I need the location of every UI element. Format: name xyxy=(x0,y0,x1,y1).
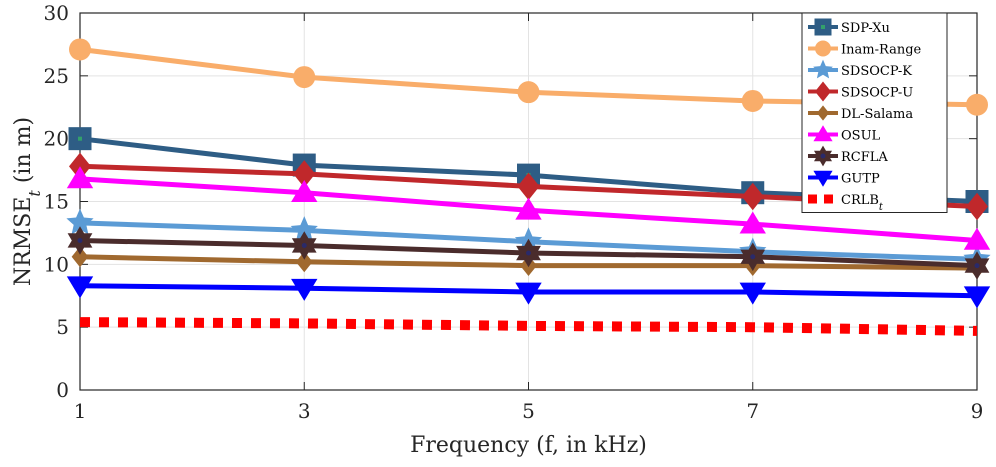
legend-marker-sdsocp-k xyxy=(813,59,833,79)
data-point-gutp xyxy=(66,276,94,299)
tick-labels: 1 3 5 7 9 0 5 10 15 20 25 30 xyxy=(44,1,984,423)
y-tick-label: 25 xyxy=(44,64,69,88)
legend-label-dl-salama: DL-Salama xyxy=(841,107,913,122)
series-osul xyxy=(66,166,991,250)
legend-marker-dl-salama xyxy=(816,105,830,121)
legend-label-sdsocp-k: SDSOCP-K xyxy=(841,64,912,79)
legend-item-crlb-t: CRLBt xyxy=(808,193,884,213)
data-point-dl-salama xyxy=(71,246,89,268)
data-point-sdsocp-k xyxy=(66,208,94,235)
data-point-rcfla-center xyxy=(301,242,307,248)
series-line-crlb-t xyxy=(79,317,978,336)
data-point-gutp xyxy=(515,282,542,305)
legend-marker-rcfla-center xyxy=(820,153,826,159)
data-point-gutp xyxy=(291,278,318,301)
data-point-osul xyxy=(739,211,766,234)
data-point-osul xyxy=(515,197,542,220)
series-layer xyxy=(66,38,991,336)
legend-label-gutp: GUTP xyxy=(841,172,880,187)
legend-item-inam-range: Inam-Range xyxy=(808,40,922,58)
data-point-rcfla-center xyxy=(526,250,531,256)
legend-label-sdp-xu: SDP-Xu xyxy=(841,21,890,36)
y-tick-label: 30 xyxy=(44,1,69,25)
legend: SDP-Xu Inam-Range SDSOCP-K SDSOCP-U DL-Salam… xyxy=(801,12,948,213)
legend-marker-gutp xyxy=(813,170,833,187)
x-tick-label: 1 xyxy=(74,399,87,423)
x-tick-label: 7 xyxy=(746,399,759,423)
legend-item-osul: OSUL xyxy=(808,125,881,144)
y-tick-label: 0 xyxy=(56,378,69,402)
axis-labels: Frequency (f, in kHz) NRMSEt (in m) xyxy=(11,117,647,458)
y-tick-label: 10 xyxy=(44,252,69,276)
data-point-sdsocp-u xyxy=(741,182,764,211)
legend-item-sdsocp-u: SDSOCP-U xyxy=(808,81,913,102)
y-axis-label: NRMSEt (in m) xyxy=(11,117,44,286)
x-axis-label: Frequency (f, in kHz) xyxy=(410,433,647,458)
data-point-sdp-xu-center xyxy=(78,136,82,141)
legend-marker-sdp-xu-center xyxy=(821,25,825,29)
legend-item-gutp: GUTP xyxy=(808,170,880,187)
legend-label-sdsocp-u: SDSOCP-U xyxy=(841,86,913,101)
data-point-osul xyxy=(66,166,94,189)
legend-label-rcfla: RCFLA xyxy=(841,150,888,165)
data-point-sdsocp-u xyxy=(293,160,316,188)
legend-label-osul: OSUL xyxy=(841,129,881,144)
data-point-sdsocp-u xyxy=(517,172,540,201)
data-point-osul xyxy=(963,227,991,250)
series-crlb-t xyxy=(79,317,978,336)
data-point-gutp xyxy=(963,286,991,309)
data-point-rcfla-center xyxy=(750,254,756,260)
data-point-inam-range xyxy=(69,38,91,61)
x-tick-label: 9 xyxy=(971,399,984,423)
legend-marker-osul xyxy=(813,125,833,142)
data-point-sdsocp-u xyxy=(966,192,988,221)
legend-marker-sdsocp-u xyxy=(815,81,831,102)
data-point-inam-range xyxy=(966,93,988,116)
data-point-gutp xyxy=(739,282,766,305)
x-tick-label: 5 xyxy=(522,399,535,423)
data-point-osul xyxy=(291,180,318,203)
legend-label-crlb-t: CRLBt xyxy=(841,193,884,213)
data-point-inam-range xyxy=(741,89,764,112)
y-tick-label: 15 xyxy=(44,190,69,214)
data-point-inam-range xyxy=(517,81,540,104)
legend-marker-inam-range xyxy=(815,40,831,57)
legend-item-rcfla: RCFLA xyxy=(808,145,888,167)
data-point-rcfla-center xyxy=(974,263,980,269)
x-tick-label: 3 xyxy=(298,399,311,423)
data-point-sdsocp-k xyxy=(290,216,318,242)
legend-item-sdp-xu: SDP-Xu xyxy=(808,18,890,36)
series-gutp xyxy=(66,276,991,309)
legend-item-sdsocp-k: SDSOCP-K xyxy=(808,59,912,79)
y-tick-label: 5 xyxy=(56,315,69,339)
data-point-dl-salama xyxy=(295,251,313,273)
data-point-rcfla-center xyxy=(77,237,83,243)
y-tick-label: 20 xyxy=(44,127,69,151)
legend-item-dl-salama: DL-Salama xyxy=(808,105,913,122)
data-point-inam-range xyxy=(293,66,316,89)
series-rcfla xyxy=(67,226,990,280)
legend-label-inam-range: Inam-Range xyxy=(841,43,922,58)
